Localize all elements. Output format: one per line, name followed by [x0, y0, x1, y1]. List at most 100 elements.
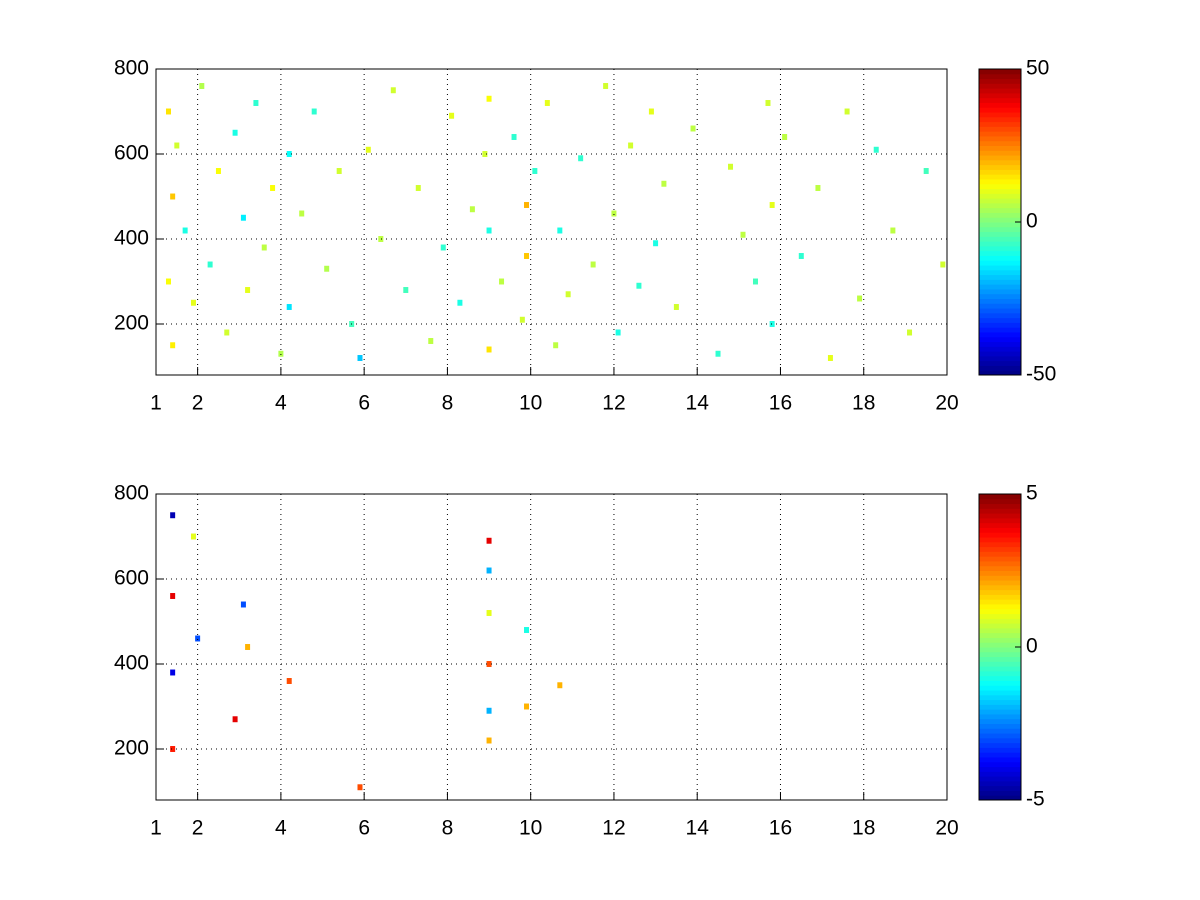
colorbar-segment — [979, 766, 1021, 772]
colorbar-segment — [979, 140, 1021, 146]
cell — [544, 100, 550, 106]
colorbar-segment — [979, 556, 1021, 562]
cell — [449, 112, 455, 119]
colorbar-segment — [979, 718, 1021, 724]
cell — [636, 282, 642, 289]
cell — [415, 185, 421, 191]
colorbar-segment — [979, 546, 1021, 552]
x-tick-label: 10 — [519, 817, 542, 840]
colorbar-segment — [979, 121, 1021, 127]
colorbar-segment — [979, 690, 1021, 696]
colorbar-segment — [979, 790, 1021, 796]
cell — [286, 304, 292, 310]
x-tick-label: 16 — [769, 817, 792, 840]
colorbar-segment — [979, 632, 1021, 638]
colorbar-segment — [979, 694, 1021, 701]
cell — [311, 108, 317, 115]
colorbar-segment — [979, 174, 1021, 180]
cell — [165, 108, 171, 115]
colorbar-segment — [979, 728, 1021, 734]
colorbar-segment — [979, 613, 1021, 619]
cell — [365, 146, 371, 153]
cell — [524, 627, 530, 633]
cell — [199, 83, 205, 89]
cell — [740, 231, 746, 238]
colorbar-segment — [979, 580, 1021, 586]
colorbar-segment — [979, 370, 1021, 376]
cell — [752, 278, 758, 285]
x-tick-label: 14 — [686, 392, 710, 415]
cell — [486, 661, 492, 667]
colorbar-segment — [979, 284, 1021, 290]
cell — [511, 134, 517, 140]
x-tick-label: 1 — [150, 392, 162, 415]
cell — [245, 287, 251, 293]
cell — [224, 329, 230, 336]
x-tick-label: 12 — [602, 817, 625, 840]
colorbar-segment — [979, 733, 1021, 739]
cell — [524, 703, 530, 710]
colorbar-segment — [979, 159, 1021, 166]
cell — [728, 163, 734, 170]
cell — [245, 644, 251, 650]
colorbar-segment — [979, 102, 1021, 108]
y-tick-label: 200 — [114, 312, 149, 335]
cell — [336, 168, 342, 174]
cell — [815, 185, 821, 191]
colorbar-segment — [979, 618, 1021, 624]
colorbar-tick-label: 5 — [1026, 482, 1038, 505]
cell — [765, 100, 771, 106]
cell — [715, 350, 721, 357]
colorbar-segment — [979, 193, 1021, 199]
colorbar-segment — [979, 169, 1021, 175]
colorbar-segment — [979, 498, 1021, 505]
colorbar-segment — [979, 670, 1021, 677]
colorbar-segment — [979, 265, 1021, 271]
colorbar-segment — [979, 723, 1021, 729]
colorbar-segment — [979, 212, 1021, 218]
cell — [486, 537, 492, 544]
colorbar-segment — [979, 341, 1021, 347]
cell — [486, 737, 492, 744]
cell — [486, 227, 492, 234]
cell — [232, 129, 238, 136]
cell — [299, 210, 305, 217]
colorbar-segment — [979, 656, 1021, 662]
y-tick-label: 600 — [114, 567, 149, 590]
cell — [873, 146, 879, 153]
cell — [240, 214, 246, 221]
cell — [827, 355, 833, 361]
x-tick-label: 2 — [192, 392, 204, 415]
colorbar-segment — [979, 245, 1021, 252]
colorbar-segment — [979, 709, 1021, 715]
y-tick-label: 400 — [114, 652, 149, 675]
colorbar-segment — [979, 155, 1021, 161]
cell — [648, 108, 654, 115]
colorbar-segment — [979, 589, 1021, 595]
colorbar-segment — [979, 112, 1021, 118]
colorbar-segment — [979, 92, 1021, 99]
colorbar-segment — [979, 795, 1021, 801]
cell — [232, 716, 238, 723]
colorbar-tick-label: -50 — [1026, 363, 1056, 386]
cell — [357, 355, 363, 361]
colorbar-segment — [979, 178, 1021, 185]
colorbar-segment — [979, 647, 1021, 653]
cell — [565, 291, 571, 298]
colorbar-segment — [979, 642, 1021, 648]
colorbar-segment — [979, 88, 1021, 94]
y-tick-label: 800 — [114, 482, 149, 505]
colorbar-segment — [979, 627, 1021, 634]
colorbar-segment — [979, 742, 1021, 748]
colorbar-segment — [979, 317, 1021, 323]
colorbar-segment — [979, 207, 1021, 213]
cell — [524, 202, 530, 208]
cell — [557, 682, 563, 689]
cell — [170, 669, 176, 676]
cell — [482, 151, 488, 157]
colorbar-segment — [979, 231, 1021, 237]
colorbar-segment — [979, 737, 1021, 744]
x-tick-label: 18 — [852, 817, 875, 840]
